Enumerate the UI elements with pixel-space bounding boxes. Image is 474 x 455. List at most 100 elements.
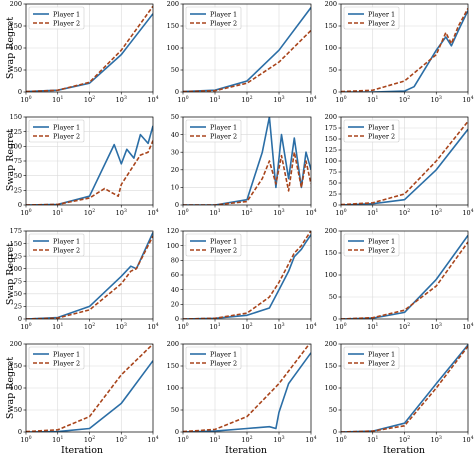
y-tick-label: 200 [167, 340, 179, 348]
y-tick-label: 10 [171, 184, 179, 192]
x-tick-label: 104 [462, 435, 473, 444]
subplot-12: 100 101 102 103 104 0 50 100 150 200 Player 1Playe… [325, 340, 474, 444]
y-tick-label: 100 [10, 265, 22, 273]
legend-label: Player 1 [368, 123, 395, 131]
x-tick-label: 103 [116, 95, 127, 104]
series-line-player-2 [341, 241, 468, 319]
series-line-player-2 [183, 231, 311, 319]
y-tick-label: 150 [167, 362, 179, 370]
x-tick-label: 104 [462, 208, 473, 217]
y-tick-label: 125 [10, 252, 22, 260]
y-tick-label: 0 [18, 88, 22, 96]
x-tick-label: 102 [241, 208, 252, 217]
x-tick-label: 101 [209, 435, 220, 444]
y-tick-label: 20 [171, 166, 179, 174]
y-tick-label: 25 [14, 303, 22, 311]
y-tick-label: 0 [18, 315, 22, 323]
y-tick-label: 0 [175, 428, 179, 436]
legend-label: Player 2 [53, 19, 80, 27]
y-tick-label: 150 [10, 113, 22, 121]
series-line-player-1 [183, 117, 311, 205]
y-tick-label: 0 [333, 88, 337, 96]
y-tick-label: 0 [333, 201, 337, 209]
legend-label: Player 1 [53, 350, 80, 358]
x-tick-label: 104 [462, 322, 473, 331]
legend-label: Player 1 [368, 237, 395, 245]
y-axis-label-row-3: Swap Regret [5, 243, 16, 305]
y-tick-label: 0 [333, 428, 337, 436]
x-tick-label: 100 [20, 95, 31, 104]
x-tick-label: 101 [52, 208, 63, 217]
x-tick-label: 102 [399, 435, 410, 444]
x-tick-label: 101 [367, 95, 378, 104]
x-tick-label: 103 [116, 322, 127, 331]
y-tick-label: 150 [10, 240, 22, 248]
y-tick-label: 50 [14, 290, 22, 298]
series-line-player-2 [26, 235, 153, 319]
y-tick-label: 25 [329, 190, 337, 198]
legend-label: Player 2 [53, 132, 80, 140]
legend-label: Player 2 [53, 359, 80, 367]
x-tick-label: 104 [147, 435, 158, 444]
subplot-9: 100 101 102 103 104 0 50 100 150 200 Player 1Playe… [325, 227, 474, 331]
y-tick-label: 75 [329, 168, 337, 176]
legend-label: Player 1 [210, 237, 237, 245]
x-axis-label-col-2: Iteration [225, 445, 267, 455]
y-tick-label: 40 [171, 131, 179, 139]
x-tick-label: 101 [52, 435, 63, 444]
x-tick-label: 101 [209, 95, 220, 104]
y-tick-label: 50 [171, 406, 179, 414]
x-tick-label: 102 [84, 322, 95, 331]
x-tick-label: 104 [305, 435, 316, 444]
y-tick-label: 50 [171, 113, 179, 121]
x-tick-label: 101 [367, 322, 378, 331]
y-tick-label: 200 [167, 0, 179, 8]
y-tick-label: 60 [171, 271, 179, 279]
y-tick-label: 0 [333, 315, 337, 323]
series-line-player-2 [341, 8, 468, 92]
series-line-player-2 [26, 344, 153, 432]
x-tick-label: 100 [177, 208, 188, 217]
legend-label: Player 1 [210, 10, 237, 18]
x-tick-label: 104 [462, 95, 473, 104]
y-tick-label: 150 [10, 22, 22, 30]
y-tick-label: 150 [325, 135, 337, 143]
subplot-1: 100 101 102 103 104 0 50 100 150 200 Player 1Playe… [10, 0, 159, 104]
x-tick-label: 103 [431, 208, 442, 217]
x-tick-label: 104 [147, 322, 158, 331]
x-tick-label: 104 [147, 208, 158, 217]
y-tick-label: 100 [167, 242, 179, 250]
y-tick-label: 200 [325, 113, 337, 121]
y-tick-label: 150 [325, 249, 337, 257]
legend-label: Player 2 [368, 246, 395, 254]
y-tick-label: 40 [171, 286, 179, 294]
subplot-4: 100 101 102 103 104 0 25 50 75 100 125 150 Player 1P… [10, 113, 159, 217]
subplot-5: 100 101 102 103 104 0 10 20 30 40 50 Player 1Player… [171, 113, 317, 217]
x-tick-label: 101 [367, 435, 378, 444]
y-tick-label: 200 [325, 340, 337, 348]
y-tick-label: 175 [10, 227, 22, 235]
x-tick-label: 102 [84, 208, 95, 217]
legend-label: Player 2 [368, 132, 395, 140]
y-tick-label: 100 [325, 271, 337, 279]
x-tick-label: 103 [431, 322, 442, 331]
y-tick-label: 200 [325, 0, 337, 8]
series-line-player-2 [341, 120, 468, 205]
y-tick-label: 50 [329, 66, 337, 74]
x-tick-label: 103 [116, 208, 127, 217]
x-tick-label: 100 [335, 322, 346, 331]
y-tick-label: 20 [171, 301, 179, 309]
y-tick-label: 0 [175, 88, 179, 96]
x-tick-label: 100 [335, 208, 346, 217]
y-tick-label: 50 [329, 293, 337, 301]
x-tick-label: 104 [305, 208, 316, 217]
x-tick-label: 100 [20, 322, 31, 331]
